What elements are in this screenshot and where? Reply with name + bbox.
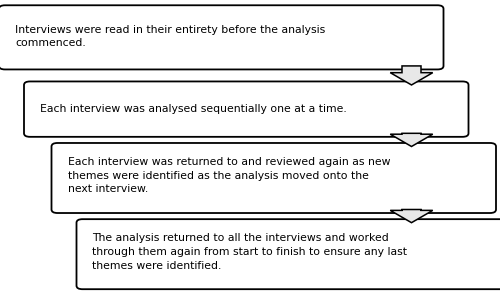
Polygon shape [390, 66, 432, 85]
Text: Interviews were read in their entirety before the analysis
commenced.: Interviews were read in their entirety b… [15, 25, 325, 48]
Polygon shape [390, 133, 432, 146]
Polygon shape [390, 209, 432, 223]
FancyBboxPatch shape [76, 219, 500, 289]
FancyBboxPatch shape [0, 5, 444, 69]
Text: The analysis returned to all the interviews and worked
through them again from s: The analysis returned to all the intervi… [92, 234, 407, 270]
Text: Each interview was analysed sequentially one at a time.: Each interview was analysed sequentially… [40, 104, 347, 114]
FancyBboxPatch shape [52, 143, 496, 213]
Text: Each interview was returned to and reviewed again as new
themes were identified : Each interview was returned to and revie… [68, 157, 390, 194]
FancyBboxPatch shape [24, 81, 468, 137]
